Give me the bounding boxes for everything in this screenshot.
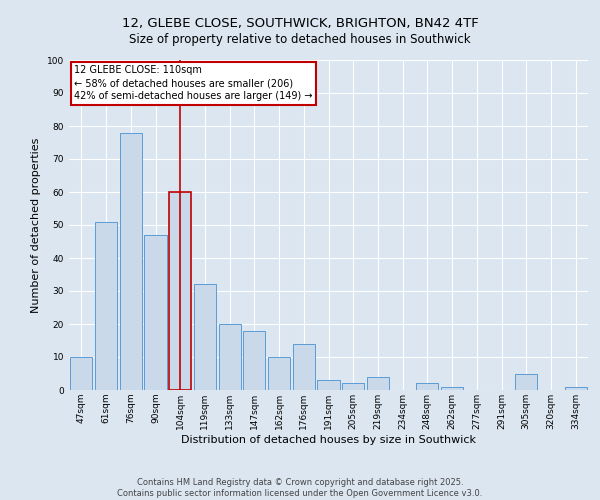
Bar (293, 344, 315, 390)
Bar (515, 374, 538, 390)
Bar (169, 192, 191, 390)
Bar (70, 357, 92, 390)
Bar (367, 377, 389, 390)
Text: Size of property relative to detached houses in Southwick: Size of property relative to detached ho… (129, 32, 471, 46)
Text: 12, GLEBE CLOSE, SOUTHWICK, BRIGHTON, BN42 4TF: 12, GLEBE CLOSE, SOUTHWICK, BRIGHTON, BN… (122, 18, 478, 30)
Text: 12 GLEBE CLOSE: 110sqm
← 58% of detached houses are smaller (206)
42% of semi-de: 12 GLEBE CLOSE: 110sqm ← 58% of detached… (74, 65, 313, 102)
Bar (317, 380, 340, 390)
Y-axis label: Number of detached properties: Number of detached properties (31, 138, 41, 312)
Bar (95, 222, 117, 390)
Bar (268, 357, 290, 390)
X-axis label: Distribution of detached houses by size in Southwick: Distribution of detached houses by size … (181, 434, 476, 444)
Bar (119, 132, 142, 390)
Bar (218, 324, 241, 390)
Text: Contains HM Land Registry data © Crown copyright and database right 2025.
Contai: Contains HM Land Registry data © Crown c… (118, 478, 482, 498)
Bar (194, 284, 216, 390)
Bar (342, 384, 364, 390)
Bar (441, 386, 463, 390)
Bar (243, 330, 265, 390)
Bar (565, 386, 587, 390)
Bar (416, 384, 439, 390)
Bar (145, 235, 167, 390)
